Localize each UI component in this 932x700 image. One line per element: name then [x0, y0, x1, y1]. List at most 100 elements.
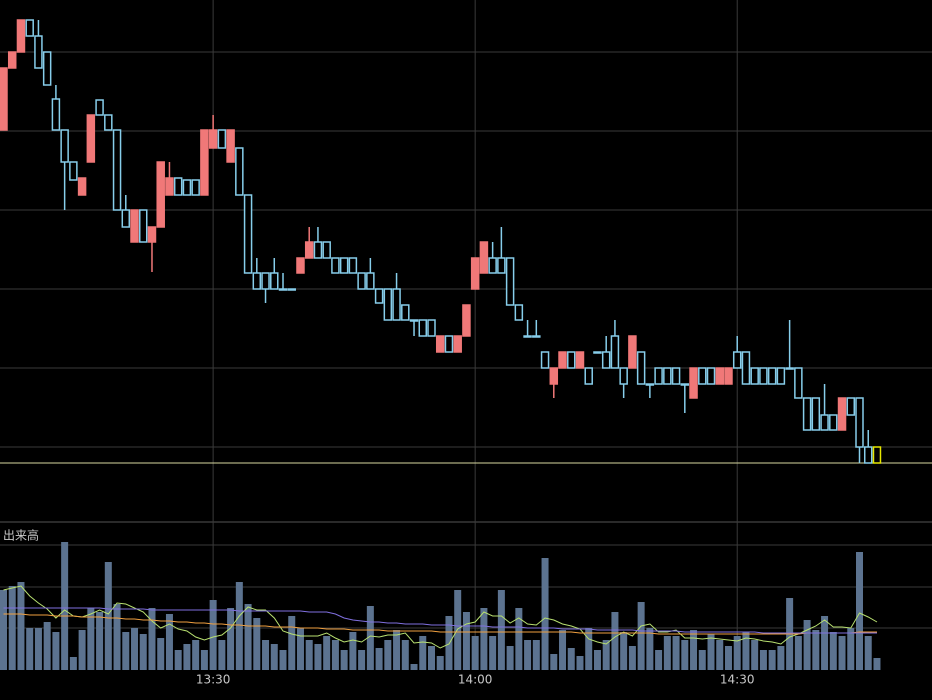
volume-bar — [314, 644, 322, 670]
volume-bar — [384, 640, 392, 670]
volume-bar — [331, 640, 339, 670]
volume-bar — [262, 640, 270, 670]
candle-body — [112, 129, 122, 211]
candle-body — [25, 19, 34, 37]
candle-body — [121, 209, 131, 228]
volume-bar — [209, 600, 217, 670]
candle-body — [42, 51, 52, 86]
volume-bar — [165, 614, 173, 670]
candle-body — [820, 414, 829, 431]
candle-body — [16, 19, 26, 53]
volume-bar — [17, 582, 25, 670]
candle-body — [243, 194, 253, 274]
candle-body — [645, 383, 655, 386]
volume-bar — [8, 586, 16, 670]
candle-body — [584, 367, 593, 385]
volume-bar — [192, 640, 200, 670]
candle-body — [130, 209, 139, 243]
volume-bar — [104, 562, 112, 670]
volume-bar — [707, 634, 715, 670]
candle-body — [331, 257, 340, 274]
volume-bar — [489, 636, 497, 670]
volume-bar — [698, 650, 706, 670]
candle-body — [759, 367, 768, 385]
candle-body — [165, 177, 174, 196]
volume-bar — [270, 644, 278, 670]
volume-bar — [838, 636, 846, 670]
candle-body — [453, 335, 462, 353]
candle-body — [7, 51, 17, 69]
candle-body — [829, 414, 838, 431]
candle-body — [392, 288, 401, 321]
candle-body — [51, 98, 61, 131]
candle-body — [444, 335, 454, 353]
candle-body — [60, 129, 69, 163]
volume-bar — [427, 646, 435, 670]
volume-bar — [759, 650, 767, 670]
candle-body — [156, 161, 165, 228]
candle-body — [313, 241, 323, 259]
volume-bar — [593, 650, 601, 670]
volume-bar — [777, 646, 785, 670]
candle-body — [750, 367, 759, 385]
volume-bar — [768, 650, 776, 670]
x-tick-label: 14:30 — [720, 673, 755, 687]
candle-body — [732, 351, 742, 369]
candle-body — [86, 114, 96, 163]
volume-bar — [751, 640, 759, 670]
volume-bar — [401, 640, 409, 670]
candle-body — [593, 351, 602, 354]
candle-body — [366, 272, 375, 290]
volume-bar — [812, 630, 820, 670]
candle-body — [497, 257, 506, 274]
candle-body — [767, 367, 777, 385]
candle-body — [488, 257, 497, 274]
candle-body — [663, 367, 672, 385]
volume-bar — [174, 650, 182, 670]
volume-bar — [724, 646, 732, 670]
candle-body — [505, 257, 515, 306]
volume-bar — [690, 630, 698, 670]
candle-body — [619, 367, 628, 385]
candle-body — [435, 335, 445, 353]
x-tick-label: 13:30 — [196, 673, 231, 687]
candle-body — [855, 397, 864, 448]
volume-bar — [69, 657, 77, 670]
volume-bar — [672, 636, 680, 670]
candle-body — [872, 446, 882, 464]
volume-bar — [157, 638, 165, 670]
candle-body — [794, 367, 803, 399]
candle-body — [409, 319, 419, 322]
candle-body — [776, 367, 786, 385]
candle-body — [95, 99, 104, 116]
candle-body — [846, 397, 856, 416]
volume-bar — [218, 640, 226, 670]
volume-bar — [288, 616, 296, 670]
candle-body — [270, 272, 279, 290]
volume-bar — [532, 640, 540, 670]
volume-bar — [305, 640, 313, 670]
volume-bar — [419, 636, 427, 670]
candle-body — [77, 177, 87, 196]
volume-bar — [375, 648, 383, 670]
candle-body — [139, 209, 148, 243]
volume-bar — [52, 632, 60, 670]
candle-body — [104, 114, 113, 131]
volume-bar — [43, 622, 51, 670]
moving-average-line — [3, 613, 877, 635]
candle-body — [802, 397, 812, 431]
volume-bar — [200, 650, 208, 670]
volume-bar — [235, 582, 243, 670]
candle-body — [147, 226, 157, 243]
candle-body — [383, 288, 393, 321]
candle-body — [532, 335, 541, 338]
candle-body — [252, 272, 262, 290]
candle-body — [610, 335, 620, 369]
volume-bar — [497, 590, 505, 670]
candle-body — [418, 319, 428, 337]
volume-bar — [655, 650, 663, 670]
volume-bar — [480, 608, 488, 670]
candle-body — [549, 367, 559, 385]
candle-body — [540, 351, 550, 369]
volume-bar — [602, 640, 610, 670]
